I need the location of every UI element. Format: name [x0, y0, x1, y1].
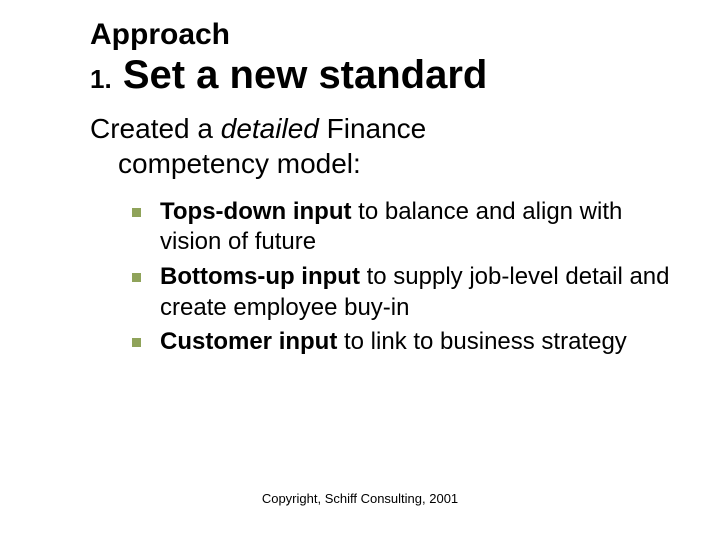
lead-line2: competency model:: [118, 146, 680, 181]
list-item: Tops-down input to balance and align wit…: [130, 197, 670, 258]
title-main: Set a new standard: [123, 53, 488, 97]
bullet-list: Tops-down input to balance and align wit…: [90, 197, 680, 359]
lead-emphasis: detailed: [221, 113, 319, 144]
title-line1: Approach: [90, 18, 680, 53]
list-item: Bottoms-up input to supply job-level det…: [130, 262, 670, 323]
lead-line1: Created a detailed Finance: [90, 111, 680, 146]
bullet-rest: to link to business strategy: [337, 328, 626, 355]
title-line2: 1. Set a new standard: [90, 53, 680, 97]
lead-text: Created a detailed Finance competency mo…: [90, 111, 680, 181]
slide: Approach 1. Set a new standard Created a…: [0, 0, 720, 540]
title-number: 1.: [90, 64, 112, 94]
bullet-bold: Bottoms-up input: [160, 263, 360, 290]
list-item: Customer input to link to business strat…: [130, 327, 670, 358]
lead-prefix: Created a: [90, 113, 221, 144]
footer-copyright: Copyright, Schiff Consulting, 2001: [0, 491, 720, 506]
lead-mid: Finance: [319, 113, 426, 144]
title-block: Approach 1. Set a new standard: [90, 18, 680, 97]
bullet-bold: Customer input: [160, 328, 337, 355]
bullet-bold: Tops-down input: [160, 198, 352, 225]
